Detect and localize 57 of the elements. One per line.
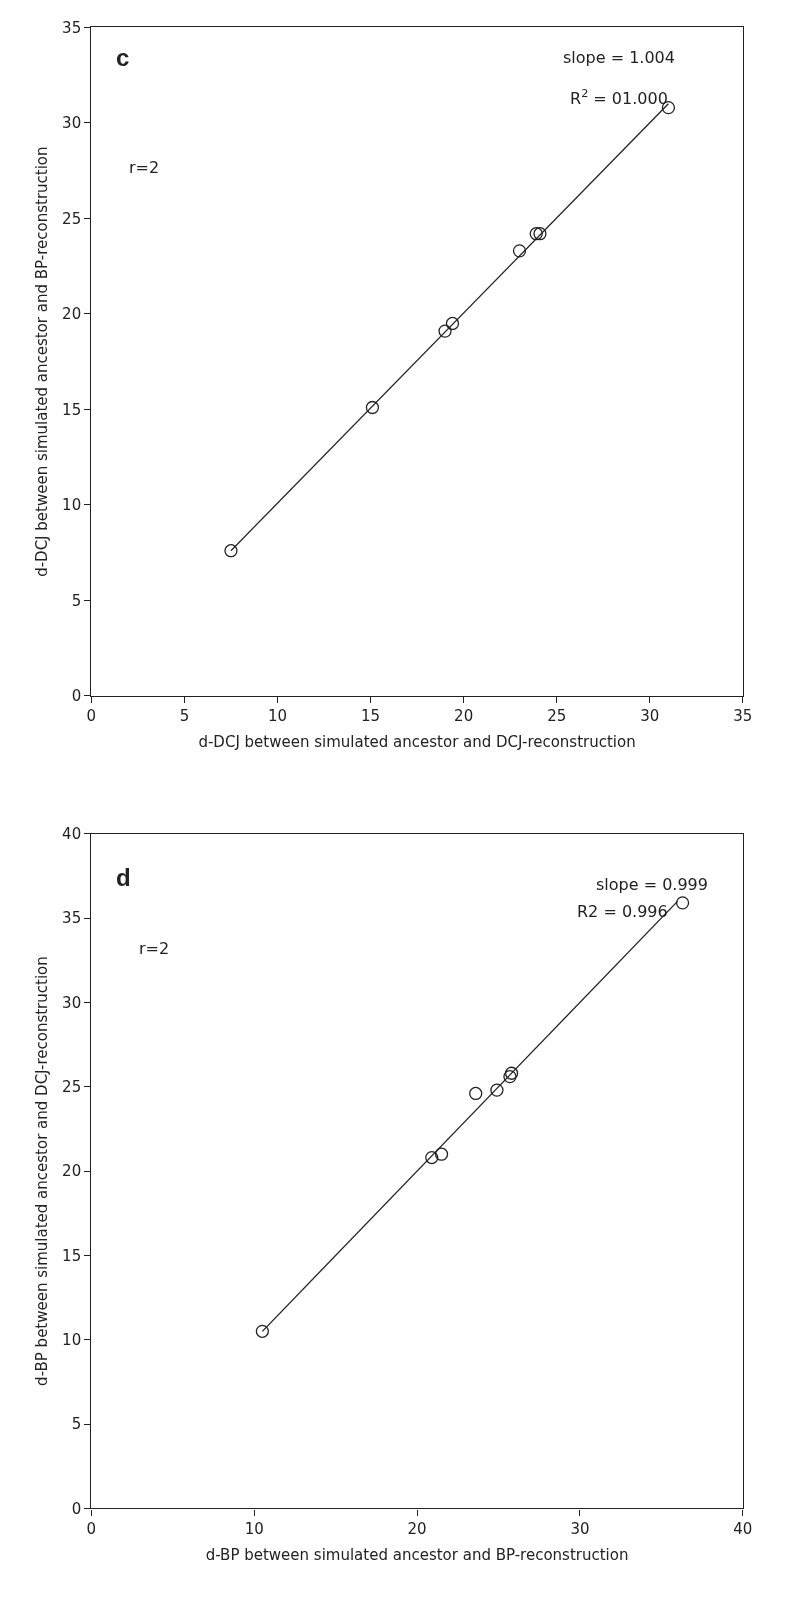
annotation: r=2: [129, 158, 160, 177]
x-axis-title: d-DCJ between simulated ancestor and DCJ-reconstruction: [198, 733, 636, 752]
y-tick-label: 30: [62, 993, 82, 1012]
point: [438, 324, 452, 338]
x-tick-label: 20: [407, 1519, 427, 1538]
annotation: d: [116, 864, 131, 891]
y-tick-label: 35: [62, 18, 82, 37]
x-tick-label: 10: [267, 707, 288, 726]
x-tick-label: 40: [733, 1519, 753, 1538]
y-tick-label: 5: [71, 1415, 82, 1434]
y-tick-label: 5: [71, 591, 82, 610]
y-tick-label: 20: [62, 1162, 82, 1181]
y-tick-label: 25: [62, 1077, 82, 1096]
y-tick-label: 30: [62, 114, 82, 133]
y-tick-label: 40: [62, 824, 82, 843]
point: [365, 400, 380, 415]
y-tick-label: 0: [71, 687, 82, 706]
point: [445, 316, 460, 331]
x-tick-label: 30: [640, 707, 660, 726]
point: [503, 1069, 517, 1084]
point: [529, 227, 543, 241]
x-tick-label: 35: [733, 707, 753, 726]
annotation: c: [116, 44, 130, 71]
y-axis-title: d-DCJ between simulated ancestor and BP-reconstruction: [33, 146, 52, 577]
x-tick-label: 10: [244, 1519, 264, 1538]
x-tick-label: 30: [570, 1519, 590, 1538]
y-tick-label: 0: [71, 1499, 82, 1518]
annotation: slope = 1.004: [563, 48, 675, 67]
y-tick-label: 25: [62, 209, 82, 228]
x-tick-label: 20: [454, 707, 474, 726]
x-tick-label: 15: [361, 707, 381, 726]
point: [490, 1083, 504, 1097]
point: [512, 244, 527, 258]
annotation: R2 = 0.996: [577, 902, 668, 921]
y-tick-label: 20: [62, 305, 82, 324]
x-tick-label: 25: [547, 707, 567, 726]
x-tick-label: 0: [86, 707, 97, 726]
y-tick-label: 35: [62, 909, 82, 928]
point: [255, 1324, 270, 1338]
x-axis-title: d-BP between simulated ancestor and BP-reconstruction: [205, 1545, 629, 1564]
point: [224, 544, 238, 558]
point: [533, 227, 547, 241]
point: [425, 1150, 439, 1165]
y-tick-label: 15: [62, 400, 82, 419]
annotation: slope = 0.999: [596, 875, 708, 894]
y-tick-label: 10: [62, 1331, 82, 1350]
point: [675, 896, 690, 910]
x-tick-label: 0: [86, 1519, 97, 1538]
y-axis-title: d-BP between simulated ancestor and DCJ-reconstruction: [33, 956, 52, 1386]
annotation: r=2: [139, 939, 170, 958]
y-tick-label: 10: [62, 496, 82, 515]
point: [434, 1147, 449, 1161]
x-tick-label: 5: [179, 707, 190, 726]
point: [504, 1066, 519, 1080]
y-tick-label: 15: [62, 1246, 82, 1265]
annotation: R$^{2}$ = 01.000: [570, 87, 668, 108]
point: [469, 1086, 483, 1101]
